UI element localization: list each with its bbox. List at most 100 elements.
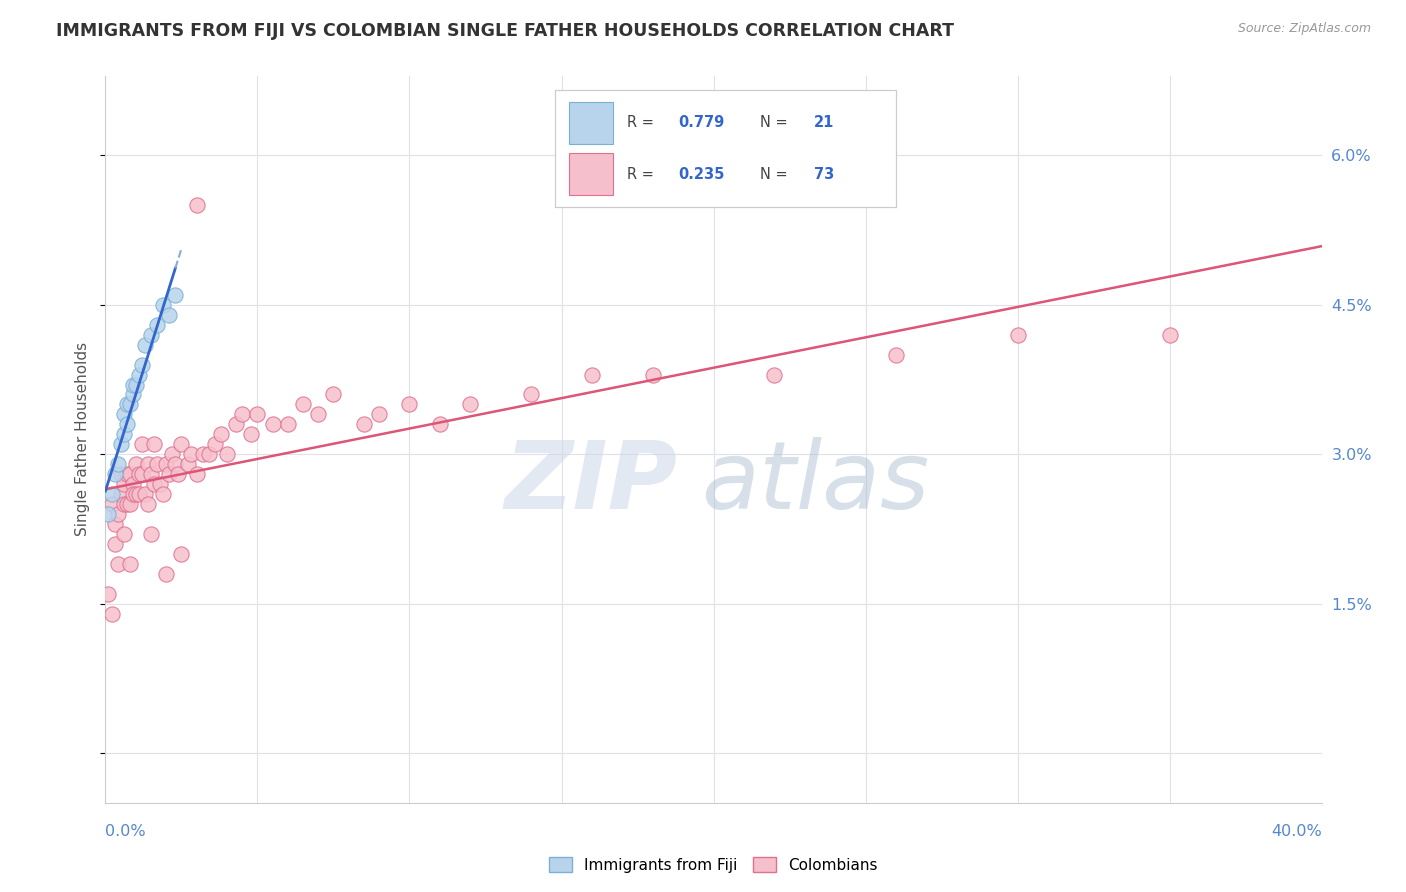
Point bbox=[118, 397, 141, 411]
Point bbox=[1007, 327, 1029, 342]
Point bbox=[134, 337, 156, 351]
Point bbox=[884, 348, 907, 362]
Point bbox=[186, 467, 208, 482]
Point bbox=[143, 477, 166, 491]
Point bbox=[262, 417, 284, 432]
Point bbox=[1159, 327, 1181, 342]
Point bbox=[139, 327, 162, 342]
Point bbox=[97, 507, 120, 521]
Point bbox=[143, 437, 166, 451]
Point bbox=[139, 527, 162, 541]
Point bbox=[110, 487, 132, 501]
Point bbox=[103, 537, 125, 551]
Point bbox=[155, 457, 177, 471]
Point bbox=[107, 457, 129, 471]
Point bbox=[763, 368, 786, 382]
Point bbox=[121, 377, 143, 392]
Point bbox=[107, 507, 129, 521]
Point bbox=[180, 447, 202, 461]
Point bbox=[398, 397, 420, 411]
Point bbox=[121, 477, 143, 491]
Point bbox=[112, 497, 135, 511]
Point bbox=[110, 467, 132, 482]
Point bbox=[146, 457, 169, 471]
Point bbox=[115, 467, 138, 482]
Point bbox=[112, 408, 135, 422]
Point bbox=[353, 417, 375, 432]
Point bbox=[165, 457, 187, 471]
Y-axis label: Single Father Households: Single Father Households bbox=[75, 343, 90, 536]
Point bbox=[209, 427, 232, 442]
Point bbox=[118, 467, 141, 482]
Point bbox=[458, 397, 481, 411]
Point bbox=[157, 308, 180, 322]
Point bbox=[112, 527, 135, 541]
Point bbox=[186, 198, 208, 212]
Point bbox=[307, 408, 329, 422]
Point bbox=[277, 417, 299, 432]
Point bbox=[128, 467, 150, 482]
Point bbox=[125, 457, 148, 471]
Point bbox=[118, 557, 141, 571]
Point bbox=[146, 318, 169, 332]
Text: IMMIGRANTS FROM FIJI VS COLOMBIAN SINGLE FATHER HOUSEHOLDS CORRELATION CHART: IMMIGRANTS FROM FIJI VS COLOMBIAN SINGLE… bbox=[56, 22, 955, 40]
Point bbox=[121, 387, 143, 401]
Point bbox=[170, 547, 193, 561]
Point bbox=[110, 437, 132, 451]
Point bbox=[131, 358, 153, 372]
Point bbox=[115, 397, 138, 411]
Point bbox=[292, 397, 315, 411]
Point bbox=[97, 587, 120, 601]
Point bbox=[152, 487, 174, 501]
Point bbox=[107, 557, 129, 571]
Point bbox=[204, 437, 226, 451]
Point bbox=[641, 368, 664, 382]
Point bbox=[191, 447, 214, 461]
Point bbox=[155, 566, 177, 581]
Point bbox=[112, 427, 135, 442]
Point bbox=[128, 368, 150, 382]
Legend: Immigrants from Fiji, Colombians: Immigrants from Fiji, Colombians bbox=[543, 851, 884, 879]
Point bbox=[136, 497, 159, 511]
Point bbox=[231, 408, 253, 422]
Point bbox=[139, 467, 162, 482]
Point bbox=[170, 437, 193, 451]
Point bbox=[429, 417, 451, 432]
Text: Source: ZipAtlas.com: Source: ZipAtlas.com bbox=[1237, 22, 1371, 36]
Point bbox=[225, 417, 247, 432]
Point bbox=[112, 477, 135, 491]
Text: 0.0%: 0.0% bbox=[105, 824, 146, 838]
Point bbox=[100, 497, 122, 511]
Point bbox=[152, 298, 174, 312]
Point bbox=[115, 417, 138, 432]
Point bbox=[240, 427, 263, 442]
Point bbox=[217, 447, 239, 461]
Point bbox=[103, 467, 125, 482]
Point bbox=[121, 487, 143, 501]
Point bbox=[162, 447, 184, 461]
Text: 40.0%: 40.0% bbox=[1271, 824, 1322, 838]
Point bbox=[246, 408, 269, 422]
Point bbox=[125, 487, 148, 501]
Point bbox=[581, 368, 603, 382]
Point bbox=[100, 487, 122, 501]
Point bbox=[131, 437, 153, 451]
Point bbox=[167, 467, 190, 482]
Point bbox=[136, 457, 159, 471]
Point bbox=[134, 487, 156, 501]
Point bbox=[198, 447, 221, 461]
Point bbox=[165, 288, 187, 302]
Point bbox=[125, 377, 148, 392]
Point bbox=[176, 457, 198, 471]
Text: atlas: atlas bbox=[702, 437, 929, 528]
Point bbox=[149, 477, 172, 491]
Point bbox=[103, 516, 125, 531]
Point bbox=[128, 487, 150, 501]
Point bbox=[118, 497, 141, 511]
Point bbox=[100, 607, 122, 621]
Point bbox=[131, 467, 153, 482]
Point bbox=[115, 497, 138, 511]
Point bbox=[322, 387, 344, 401]
Text: ZIP: ZIP bbox=[505, 437, 678, 529]
Point bbox=[520, 387, 543, 401]
